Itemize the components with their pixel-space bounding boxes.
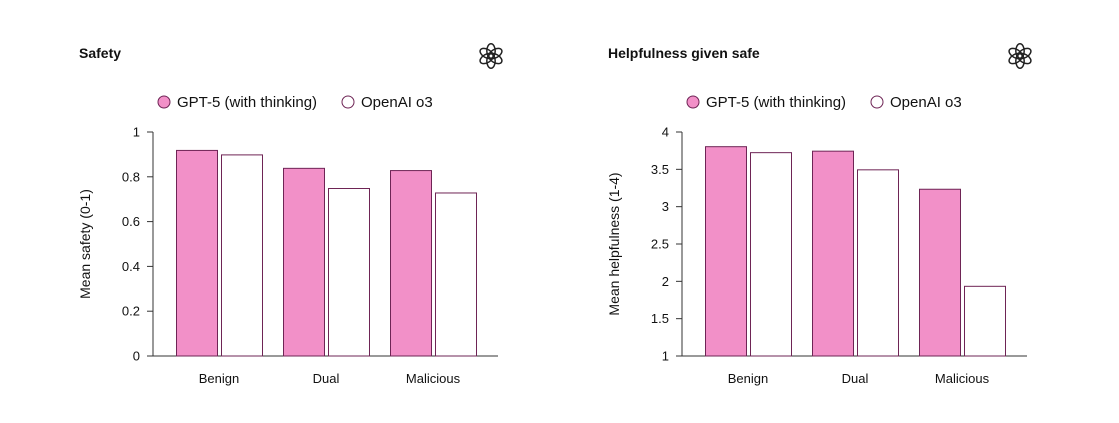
openai-logo-icon <box>479 43 503 69</box>
x-tick-label: Benign <box>728 371 768 386</box>
bar-gpt5-malicious <box>919 188 961 357</box>
legend-label-o3: OpenAI o3 <box>890 94 962 111</box>
bar-o3-dual <box>857 169 899 357</box>
legend-label-gpt5: GPT-5 (with thinking) <box>177 94 317 111</box>
legend-label-o3: OpenAI o3 <box>361 94 433 111</box>
legend-label-gpt5: GPT-5 (with thinking) <box>706 94 846 111</box>
y-tick-label: 2.5 <box>651 237 669 252</box>
chart-title: Helpfulness given safe <box>608 45 760 61</box>
y-tick-label: 0.2 <box>122 304 140 319</box>
y-tick-label: 0.6 <box>122 214 140 229</box>
x-tick-label: Dual <box>842 371 869 386</box>
x-tick-label: Benign <box>199 371 239 386</box>
bar-o3-benign <box>750 152 792 357</box>
openai-logo-petal <box>479 47 494 60</box>
chart-helpfulness: Helpfulness given safe GPT-5 (with thinki… <box>606 43 1032 386</box>
y-tick-label: 0.4 <box>122 259 140 274</box>
bar-o3-malicious <box>964 285 1006 357</box>
y-tick-label: 4 <box>662 125 669 140</box>
y-tick-label: 3 <box>662 199 669 214</box>
legend-swatch-o3 <box>341 95 355 109</box>
bar-o3-benign <box>221 154 263 357</box>
x-tick-label: Malicious <box>935 371 990 386</box>
bar-o3-dual <box>328 188 370 357</box>
legend-swatch-o3 <box>870 95 884 109</box>
y-axis-label: Mean safety (0-1) <box>77 189 93 299</box>
y-tick-label: 3.5 <box>651 162 669 177</box>
openai-logo-icon <box>1008 43 1032 69</box>
x-tick-label: Malicious <box>406 371 461 386</box>
chart-title: Safety <box>79 45 121 61</box>
legend-swatch-gpt5 <box>686 95 700 109</box>
legend: GPT-5 (with thinking) OpenAI o3 <box>157 94 433 111</box>
y-tick-label: 0.8 <box>122 169 140 184</box>
y-tick-label: 0 <box>133 349 140 364</box>
x-tick-label: Dual <box>313 371 340 386</box>
bar-gpt5-benign <box>176 149 218 357</box>
openai-logo-petal <box>1008 47 1023 60</box>
y-tick-label: 2 <box>662 274 669 289</box>
legend: GPT-5 (with thinking) OpenAI o3 <box>686 94 962 111</box>
bar-o3-malicious <box>435 192 477 357</box>
legend-swatch-gpt5 <box>157 95 171 109</box>
y-tick-label: 1 <box>133 125 140 140</box>
y-axis-label: Mean helpfulness (1-4) <box>606 172 622 315</box>
bar-gpt5-dual <box>812 150 854 357</box>
y-tick-label: 1.5 <box>651 311 669 326</box>
chart-safety: Safety GPT-5 (with thinking) OpenAI o3 0 0.2… <box>77 43 503 386</box>
bar-gpt5-dual <box>283 167 325 357</box>
bar-gpt5-benign <box>705 146 747 357</box>
bar-gpt5-malicious <box>390 170 432 357</box>
y-tick-label: 1 <box>662 349 669 364</box>
